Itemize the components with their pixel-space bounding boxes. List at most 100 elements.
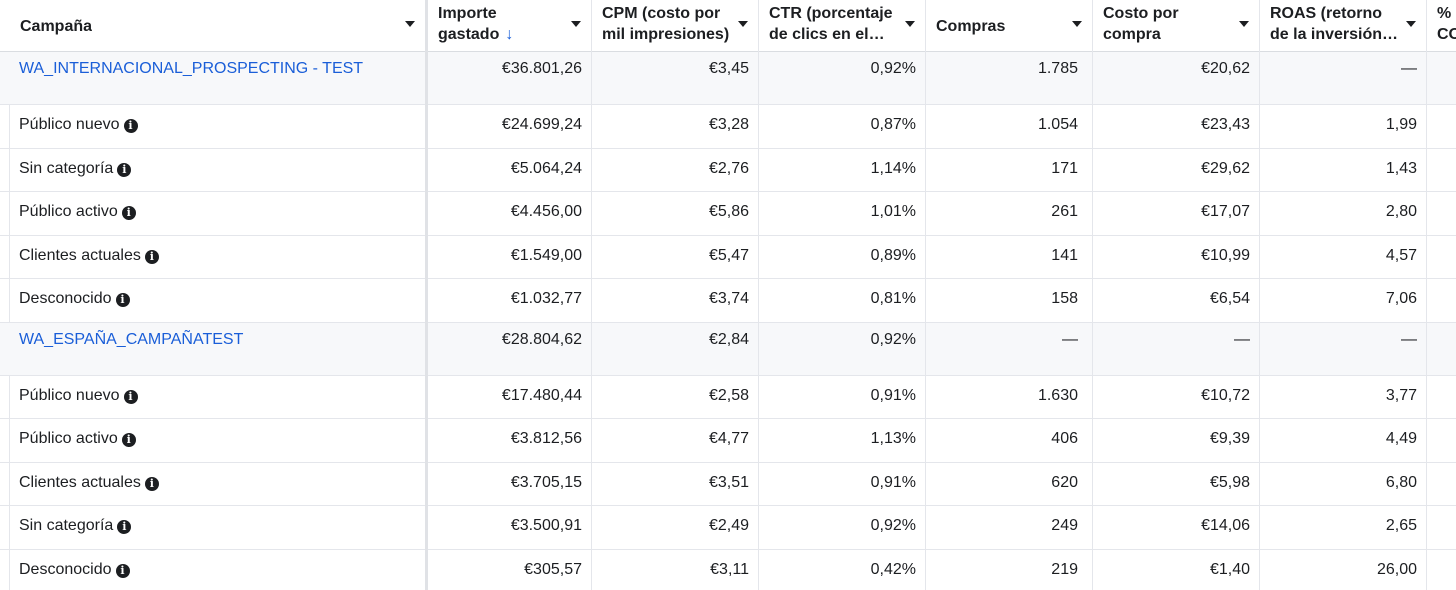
cell-purchases: 1.630 [1037,386,1078,404]
info-icon[interactable]: i [144,476,159,491]
sort-caret-icon[interactable] [1406,21,1416,27]
cell-purchases: 249 [1051,517,1078,534]
cell-spend: €3.500,91 [510,517,582,534]
cell-roas: — [1401,60,1417,77]
sort-caret-icon[interactable] [738,21,748,27]
cell-spend: €5.064,24 [510,159,582,177]
cell-cpp: €5,98 [1209,473,1250,491]
cell-ctr: 1,13% [870,430,916,447]
header-purchases-label: Compras [936,17,1006,35]
audience-row[interactable]: Público activo i €3.812,56 €4,77 1,13% 406 €9,… [0,419,1456,463]
audience-row[interactable]: Sin categoría i €3.500,91 €2,49 0,92% 249 €14,… [0,506,1456,550]
info-icon[interactable]: i [115,293,130,307]
sort-caret-icon[interactable] [1072,21,1082,27]
cell-spend: €1.549,00 [510,246,582,264]
cell-purchases: — [1062,330,1078,348]
cell-spend: €3.705,15 [510,473,582,491]
header-ctr[interactable]: CTR (porcentaje de clics en el… [759,0,926,52]
sort-caret-icon[interactable] [405,21,415,27]
audience-row[interactable]: Desconocido i €1.032,77 €3,74 0,81% 158 €6,54 7… [0,279,1456,323]
cell-ctr: 0,92% [870,330,916,348]
campaign-name-link[interactable]: WA_INTERNACIONAL_PROSPECTING - TEST [19,52,363,104]
cell-roas: 2,65 [1385,517,1417,534]
info-icon[interactable]: i [117,162,132,177]
row-name-label: Clientes actuales [19,473,141,491]
cell-ctr: 0,91% [870,473,916,491]
cell-ctr: 0,81% [870,290,916,307]
audience-row[interactable]: Público nuevo i €24.699,24 €3,28 0,87% 1.054 €… [0,105,1456,149]
row-name-label: Público nuevo [19,386,120,404]
header-spend[interactable]: Importe gastado ↓ [428,0,592,52]
cell-cpp: €9,39 [1209,430,1250,447]
audience-row[interactable]: Público nuevo i €17.480,44 €2,58 0,91% 1.630 €… [0,376,1456,419]
cell-cpm: €3,45 [708,60,749,77]
header-extra-line1: % [1437,5,1452,22]
cell-roas: 4,49 [1385,430,1417,447]
info-icon[interactable]: i [121,206,136,220]
cell-cpm: €2,76 [708,159,749,177]
audience-row[interactable]: Clientes actuales i €3.705,15 €3,51 0,91% 620… [0,463,1456,506]
cell-roas: 1,43 [1385,159,1417,177]
audience-name: Sin categoría i [19,149,132,192]
cell-cpp: €17,07 [1201,203,1250,220]
audience-name: Público activo i [19,419,136,462]
row-name-label: Público nuevo [19,116,120,133]
cell-purchases: 261 [1051,203,1078,220]
cell-cpm: €2,58 [708,386,749,404]
header-cpm-line2: mil impresiones) [602,26,730,43]
cell-ctr: 0,42% [870,560,916,578]
column-divider [925,0,926,590]
sort-caret-icon[interactable] [905,21,915,27]
row-name-label: Desconocido [19,290,112,307]
cell-cpp: €23,43 [1201,116,1250,133]
row-name-label: Sin categoría [19,517,114,534]
campaign-row[interactable]: WA_INTERNACIONAL_PROSPECTING - TEST €36.8… [0,52,1456,105]
info-icon[interactable]: i [117,520,132,534]
info-icon[interactable]: i [121,433,136,447]
audience-name: Público activo i [19,192,136,235]
header-spend-line2: gastado ↓ [438,26,514,43]
sort-descending-icon[interactable]: ↓ [505,26,514,43]
row-name-label[interactable]: WA_INTERNACIONAL_PROSPECTING - TEST [19,60,364,77]
header-roas[interactable]: ROAS (retorno de la inversión… [1260,0,1427,52]
column-divider [1092,0,1093,590]
cell-spend: €4.456,00 [510,203,582,220]
audience-row[interactable]: Clientes actuales i €1.549,00 €5,47 0,89% 141… [0,236,1456,279]
info-icon[interactable]: i [123,119,138,133]
column-divider [1426,0,1427,590]
header-extra[interactable]: % CO [1427,0,1456,52]
cell-cpm: €2,49 [708,517,749,534]
header-cpm-line1: CPM (costo por [602,5,721,22]
audience-name: Desconocido i [19,550,130,590]
info-icon[interactable]: i [123,389,138,404]
cell-purchases: 406 [1051,430,1078,447]
sort-caret-icon[interactable] [571,21,581,27]
cell-spend: €36.801,26 [501,60,582,77]
campaign-row[interactable]: WA_ESPAÑA_CAMPAÑATEST €28.804,62 €2,84 0,92… [0,322,1456,376]
header-purchases[interactable]: Compras [926,0,1093,52]
header-cost-per-purchase[interactable]: Costo por compra [1093,0,1260,52]
column-divider [758,0,759,590]
audience-row[interactable]: Desconocido i €305,57 €3,11 0,42% 219 €1,40 26,… [0,550,1456,590]
cell-spend: €305,57 [524,560,582,578]
header-cpm[interactable]: CPM (costo por mil impresiones) [592,0,759,52]
audience-row[interactable]: Sin categoría i €5.064,24 €2,76 1,14% 171 €29,… [0,149,1456,192]
row-name-label[interactable]: WA_ESPAÑA_CAMPAÑATEST [19,330,244,348]
campaign-name-link[interactable]: WA_ESPAÑA_CAMPAÑATEST [19,323,243,375]
sort-caret-icon[interactable] [1239,21,1249,27]
cell-roas: 1,99 [1385,116,1417,133]
info-icon[interactable]: i [144,249,159,264]
cell-spend: €3.812,56 [510,430,582,447]
info-icon[interactable]: i [115,563,130,578]
header-cpp-line2: compra [1103,26,1161,43]
header-campaign[interactable]: Campaña [10,0,426,52]
header-ctr-line2: de clics en el… [769,26,885,43]
left-border [9,0,10,590]
audience-row[interactable]: Público activo i €4.456,00 €5,86 1,01% 261 €17… [0,192,1456,236]
column-divider [1259,0,1260,590]
cell-purchases: 1.785 [1037,60,1078,77]
cell-cpp: €6,54 [1209,290,1250,307]
column-divider[interactable] [425,0,428,590]
header-roas-line2: de la inversión… [1270,26,1399,43]
cell-spend: €17.480,44 [501,386,582,404]
